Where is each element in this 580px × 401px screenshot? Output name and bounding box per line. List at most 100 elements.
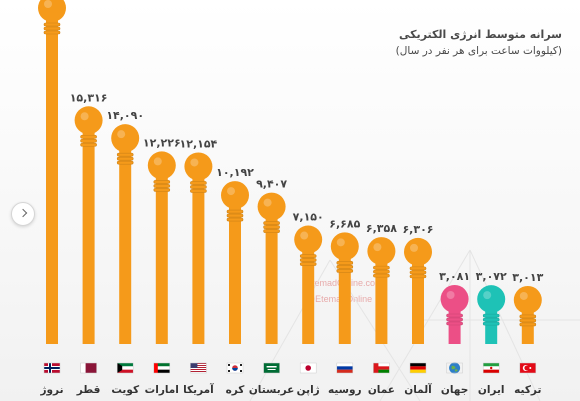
bar-bulb — [477, 285, 506, 314]
bar-bulb — [74, 106, 103, 135]
bar-neck-ring — [263, 221, 280, 225]
flag-japan-icon — [299, 362, 317, 374]
bar-bulb-shine — [373, 243, 382, 252]
flag-qatar-icon — [80, 362, 97, 374]
category-label: نروژ — [39, 384, 63, 396]
bar-bulb-shine — [300, 231, 309, 240]
value-label: ۶,۶۸۵ — [329, 217, 360, 230]
bar-neck-ring — [80, 142, 97, 147]
bar-kuwait — [111, 124, 140, 344]
flag-russia-icon — [336, 362, 354, 374]
category-label: امارات — [145, 384, 179, 396]
category-label: آمریکا — [183, 383, 214, 396]
bar-neck-ring — [116, 156, 134, 161]
bar-neck-ring — [43, 30, 61, 35]
bar-oman — [367, 237, 396, 344]
bar-neck-ring — [482, 317, 500, 322]
bar-neck-ring — [116, 152, 134, 157]
bar-russia — [330, 232, 359, 344]
bar-neck-ring — [373, 273, 390, 278]
bar-bulb-shine — [117, 130, 126, 139]
flag-korea-icon — [226, 362, 244, 374]
bar-stem — [82, 120, 95, 344]
flag-usa-icon — [190, 362, 207, 374]
bar-bulb — [147, 151, 176, 180]
flag-oman-icon — [373, 362, 390, 374]
bar-bulb — [257, 192, 286, 221]
category-label: قطر — [76, 384, 101, 396]
bar-stem — [229, 195, 241, 344]
bar-bulb — [38, 0, 66, 22]
bar-turkey — [513, 285, 542, 344]
bar-neck-ring — [336, 261, 354, 265]
value-label: ۷,۱۵۰ — [293, 211, 324, 224]
bar-korea — [221, 181, 249, 344]
bar-neck-ring — [80, 134, 97, 139]
value-label: ۳,۰۷۲ — [476, 270, 507, 283]
bar-neck-ring — [43, 22, 61, 27]
bar-iran — [477, 285, 506, 344]
value-label: ۳,۰۱۳ — [512, 271, 543, 284]
bar-bulb-shine — [519, 291, 528, 300]
bar-neck-ring — [226, 213, 244, 218]
bar-neck-ring — [299, 254, 317, 258]
bar-uae — [147, 151, 176, 344]
value-label: ۳,۰۸۱ — [439, 270, 470, 283]
bar-neck-ring — [263, 225, 280, 229]
bar-stem — [119, 138, 132, 344]
bar-neck-ring — [190, 185, 207, 189]
carousel-prev-button[interactable] — [11, 202, 35, 226]
bar-stem — [265, 206, 278, 344]
value-label: ۱۲,۲۲۶ — [143, 136, 181, 149]
bar-saudi — [257, 192, 286, 344]
chart-title: سرانه متوسط انرژی الکتریکی — [399, 28, 562, 41]
chart-subtitle: (کیلووات ساعت برای هر نفر در سال) — [395, 45, 562, 57]
bar-neck-ring — [226, 217, 244, 222]
flag-world-icon — [446, 362, 463, 374]
value-label: ۱۴,۰۹۰ — [106, 109, 144, 122]
bar-neck-ring — [299, 262, 317, 266]
bar-neck-ring — [373, 269, 390, 274]
value-label: ۶,۳۰۶ — [402, 223, 433, 236]
category-label: جهان — [441, 384, 468, 396]
value-label: ۱۲,۱۵۴ — [180, 137, 218, 150]
bar-neck-ring — [446, 317, 463, 322]
bar-usa — [184, 152, 213, 344]
value-label: ۶,۳۵۸ — [366, 222, 397, 235]
bar-bulb-shine — [44, 0, 52, 8]
bar-bulb — [440, 284, 469, 313]
bar-qatar — [74, 106, 103, 344]
bar-stem — [192, 166, 205, 344]
bar-germany — [404, 237, 432, 344]
category-label: ژاپن — [297, 384, 320, 396]
bar-bulb — [367, 237, 396, 266]
bar-bulb-shine — [446, 290, 455, 299]
bar-neck-ring — [519, 318, 537, 323]
bar-neck-ring — [116, 160, 134, 165]
flag-uae-icon — [153, 362, 171, 374]
bar-bulb-shine — [153, 157, 162, 166]
bar-japan — [294, 225, 323, 344]
bar-bulb-shine — [410, 243, 418, 252]
bar-neck-ring — [263, 229, 280, 233]
category-label: ایران — [478, 384, 505, 396]
bar-neck-ring — [336, 269, 354, 273]
value-label: ۹,۴۰۷ — [256, 178, 287, 191]
flag-iran-icon — [482, 362, 500, 374]
bar-neck-ring — [519, 322, 537, 327]
bar-bulb — [221, 181, 249, 210]
bar-stem — [46, 8, 58, 344]
bar-neck-ring — [190, 181, 207, 185]
bar-bulb-shine — [190, 158, 199, 167]
bar-neck-ring — [409, 266, 427, 271]
bar-neck-ring — [373, 265, 390, 270]
bar-neck-ring — [226, 209, 244, 214]
bar-bulb-shine — [227, 187, 235, 196]
bar-bulb — [513, 285, 542, 314]
bar-stem — [155, 165, 168, 344]
category-label: عربستان — [249, 384, 295, 396]
bar-neck-ring — [446, 321, 463, 326]
bar-neck-ring — [299, 258, 317, 262]
